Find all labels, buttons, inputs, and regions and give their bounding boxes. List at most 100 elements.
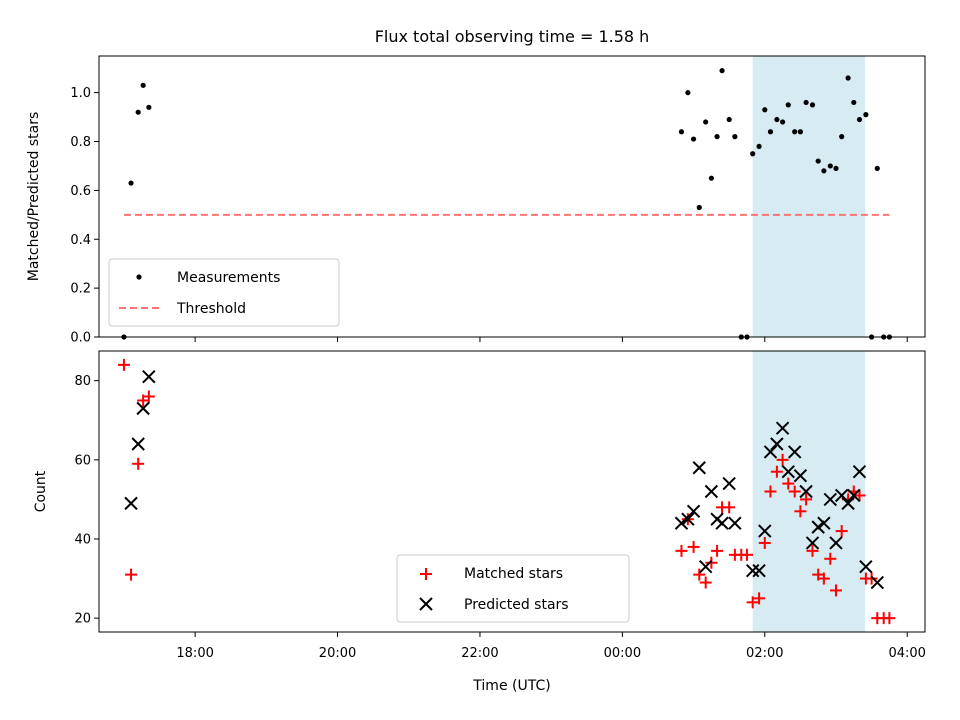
- legend-matched-label: Matched stars: [464, 566, 563, 582]
- matched-star-marker: [788, 485, 801, 498]
- matched-star-marker: [865, 572, 878, 585]
- predicted-star-marker: [131, 437, 145, 451]
- matched-star-marker: [693, 568, 706, 581]
- bottom-y-tick-label: 20: [74, 612, 91, 627]
- bottom-legend: Matched stars Predicted stars: [396, 554, 630, 623]
- matched-star-marker: [758, 536, 771, 549]
- top-panel: 0.0 0.2 0.4 0.6 0.8 1.0 Matched/Predicted sta…: [26, 55, 926, 346]
- measurement-point: [714, 134, 720, 140]
- matched-star-marker: [800, 493, 813, 506]
- predicted-star-marker: [752, 563, 766, 578]
- measurement-point: [779, 119, 786, 125]
- measurement-point: [767, 129, 774, 135]
- bottom-x-tick-label: 18:00: [176, 646, 213, 661]
- predicted-star-marker: [704, 484, 719, 499]
- measurement-point: [839, 134, 845, 140]
- observing-window-band: [752, 56, 866, 337]
- predicted-star-marker: [829, 536, 843, 550]
- top-legend: Measurements Threshold: [108, 258, 340, 327]
- bottom-x-tick-label: 00:00: [604, 646, 641, 661]
- predicted-star-marker: [142, 370, 156, 384]
- bottom-y-ticks: 20 40 60 80: [74, 374, 99, 627]
- matched-star-marker: [699, 576, 712, 589]
- matched-star-marker: [829, 584, 842, 597]
- matched-star-marker: [132, 457, 145, 470]
- measurement-point: [809, 102, 816, 108]
- measurement-point: [815, 158, 821, 164]
- matched-star-marker: [740, 548, 753, 561]
- matched-star-marker: [723, 501, 736, 514]
- legend-matched-marker: [420, 568, 432, 580]
- matched-star-marker: [142, 390, 155, 403]
- legend-measurements-label: Measurements: [177, 270, 280, 286]
- predicted-star-marker: [817, 516, 831, 530]
- matched-star-marker: [794, 505, 807, 518]
- predicted-star-marker: [745, 563, 760, 578]
- predicted-star-marker: [728, 516, 742, 530]
- bottom-x-tick-label: 04:00: [888, 646, 925, 661]
- predicted-star-marker: [124, 496, 138, 511]
- measurement-point: [756, 143, 762, 150]
- predicted-star-marker: [799, 484, 813, 499]
- measurement-point: [863, 112, 869, 118]
- top-y-tick-label: 1.0: [70, 86, 91, 101]
- predicted-star-marker: [847, 488, 861, 503]
- predicted-star-marker: [758, 524, 772, 538]
- chart-title: Flux total observing time = 1.58 h: [375, 27, 650, 46]
- measurement-point: [821, 168, 827, 174]
- matched-star-marker: [853, 489, 866, 502]
- bottom-axes-frame: [98, 350, 926, 633]
- measurement-point: [690, 136, 697, 142]
- measurement-point: [685, 90, 691, 96]
- top-highlight-window: [752, 56, 866, 337]
- predicted-star-marker: [811, 520, 825, 534]
- x-axis-label: Time (UTC): [472, 678, 550, 694]
- top-y-ticks: 0.0 0.2 0.4 0.6 0.8 1.0: [70, 86, 99, 346]
- measurement-point: [792, 129, 798, 135]
- predicted-star-marker: [823, 492, 838, 507]
- predicted-star-marker: [787, 445, 802, 459]
- matched-star-marker: [776, 453, 789, 466]
- top-y-tick-label: 0.4: [70, 233, 91, 248]
- top-y-axis-label: Matched/Predicted stars: [26, 112, 42, 282]
- predicted-star-marker: [852, 465, 867, 479]
- measurement-point: [708, 175, 714, 181]
- measurement-point: [874, 165, 880, 171]
- measurement-point: [774, 116, 780, 123]
- legend-predicted-label: Predicted stars: [464, 597, 569, 613]
- measurement-point: [696, 204, 702, 211]
- measurement-point: [750, 151, 756, 157]
- bottom-y-axis-label: Count: [33, 470, 49, 512]
- predicted-star-marker: [692, 461, 706, 475]
- measurement-point: [703, 119, 709, 125]
- predicted-star-marker: [834, 488, 849, 503]
- measurement-point: [726, 116, 732, 123]
- legend-measurements-marker: [136, 274, 142, 280]
- predicted-star-marker: [136, 401, 150, 416]
- matched-star-marker: [770, 465, 783, 478]
- bottom-x-ticks: 18:00 20:00 22:00 00:00 02:00 04:00: [176, 632, 926, 661]
- measurement-point: [851, 99, 857, 106]
- legend-threshold-label: Threshold: [176, 301, 246, 317]
- matched-star-marker: [675, 544, 688, 557]
- bottom-x-tick-label: 20:00: [319, 646, 356, 661]
- measurement-points: [121, 68, 892, 340]
- matched-star-marker: [883, 612, 896, 625]
- predicted-star-marker: [698, 559, 713, 574]
- measurement-point: [797, 129, 803, 135]
- bottom-legend-box: [396, 554, 630, 623]
- matched-star-marker: [835, 525, 848, 538]
- measurement-point: [833, 165, 839, 171]
- predicted-star-marker: [805, 536, 820, 550]
- matched-star-marker: [687, 540, 700, 553]
- top-y-tick-label: 0.2: [70, 282, 91, 297]
- top-legend-box: [108, 258, 340, 327]
- matched-star-marker: [711, 544, 724, 557]
- bottom-x-tick-label: 02:00: [746, 646, 783, 661]
- top-y-tick-label: 0.0: [70, 331, 91, 346]
- predicted-star-marker: [781, 465, 795, 479]
- measurement-point: [785, 102, 791, 108]
- predicted-star-marker: [681, 512, 695, 526]
